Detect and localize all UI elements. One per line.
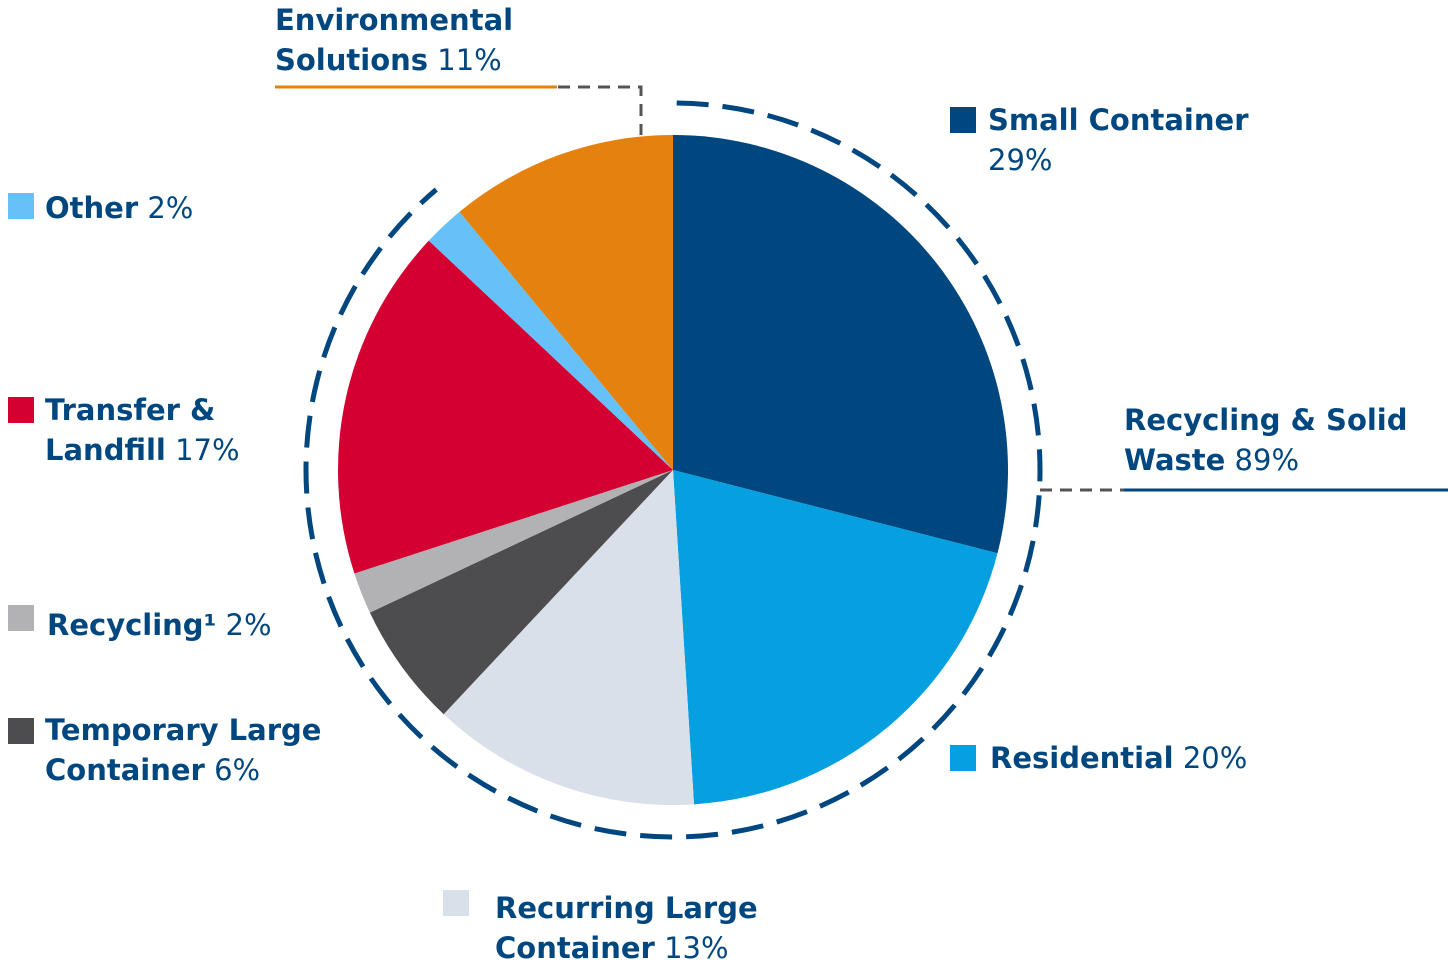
label-value: 2%: [225, 608, 272, 642]
label-value: 13%: [664, 931, 729, 965]
label-name: Residential: [990, 741, 1174, 775]
label-name: Environmental Solutions: [275, 3, 514, 77]
slice-label: Small Container 29%: [988, 100, 1263, 180]
connector: [558, 85, 643, 135]
label-value: 11%: [437, 43, 502, 77]
legend-swatch: [950, 107, 976, 133]
slice-label: Transfer & Landfill 17%: [45, 390, 285, 470]
pie-slice: [673, 470, 998, 805]
label-name: Recurring Large Container: [495, 891, 758, 965]
label-name: Recycling & Solid Waste: [1124, 403, 1408, 477]
pie-slice: [369, 470, 673, 715]
legend-swatch: [443, 890, 469, 916]
slice-label: Other 2%: [45, 188, 305, 228]
pie-slice: [338, 240, 673, 574]
slice-label: Recycling¹ 2%: [47, 605, 347, 645]
pie-slice: [443, 470, 695, 805]
label-name: Small Container: [988, 103, 1249, 137]
slice-label: Temporary Large Container 6%: [45, 710, 375, 790]
legend-swatch: [8, 718, 34, 744]
group-label: Recycling & Solid Waste 89%: [1124, 400, 1448, 480]
label-name: Transfer & Landfill: [45, 393, 216, 467]
legend-swatch: [8, 193, 34, 219]
pie-slice: [459, 135, 673, 470]
label-value: 2%: [147, 191, 194, 225]
label-name: Recycling¹: [47, 608, 217, 642]
legend-swatch: [950, 745, 976, 771]
label-name: Other: [45, 191, 139, 225]
group-arc: [303, 100, 1043, 840]
label-value: 20%: [1182, 741, 1248, 775]
pie-slice: [354, 470, 673, 613]
label-value: 89%: [1234, 443, 1300, 477]
legend-swatch: [8, 605, 34, 631]
legend-swatch: [8, 397, 34, 423]
label-value: 17%: [175, 433, 240, 467]
slice-label: Environmental Solutions 11%: [275, 0, 565, 80]
slice-label: Recurring Large Container 13%: [495, 888, 805, 968]
slice-label: Residential 20%: [990, 738, 1310, 778]
pie-slice: [673, 135, 1008, 554]
label-value: 6%: [214, 753, 261, 787]
label-value: 29%: [988, 143, 1053, 177]
pie-slice: [428, 211, 673, 471]
label-name: Temporary Large Container: [45, 713, 322, 787]
